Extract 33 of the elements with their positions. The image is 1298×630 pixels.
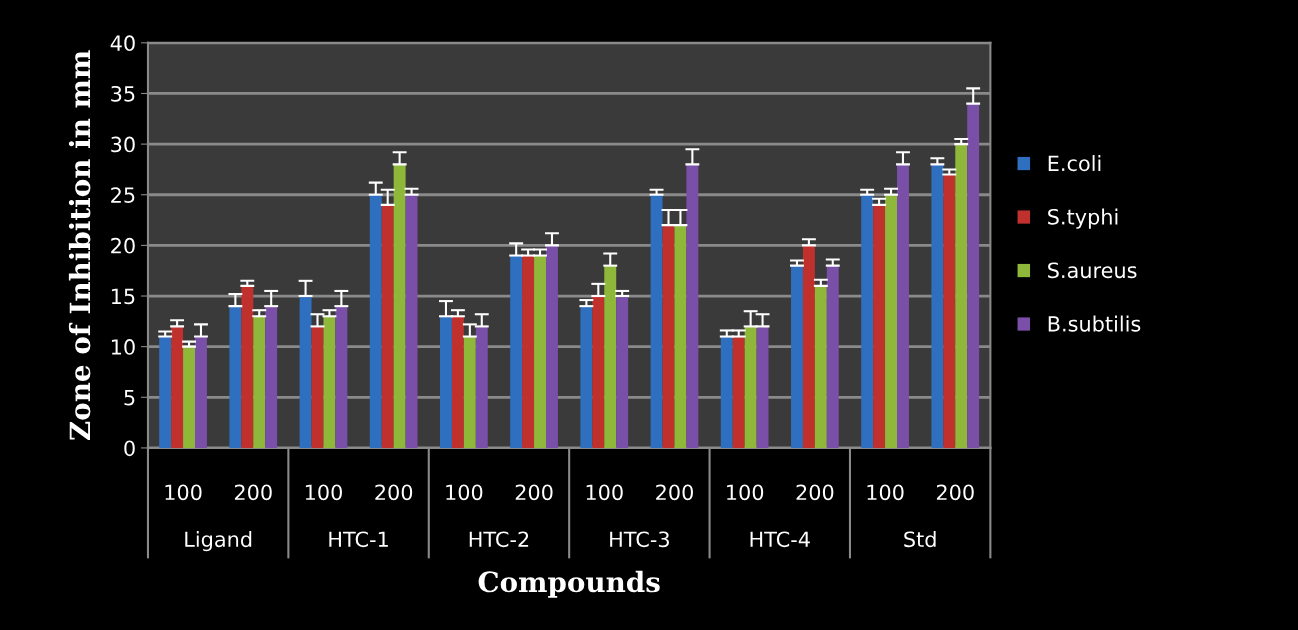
x-tick-label: 100 [165, 484, 202, 501]
y-tick-label: 10 [111, 339, 135, 355]
text: HTC-2 [469, 531, 529, 548]
text: HTC-3 [610, 531, 669, 548]
legend-label: B.subtilis [1048, 315, 1141, 332]
x-tick-label: 200 [375, 484, 413, 501]
x-tick-label: 100 [446, 484, 483, 501]
y-tick-label: 15 [111, 288, 135, 305]
y-tick-label: 40 [110, 35, 135, 52]
text: HTC-1 [329, 531, 388, 548]
x-tick-label: 200 [515, 484, 553, 501]
text: HTC-4 [750, 531, 810, 548]
x-axis-title: Compounds [478, 570, 660, 598]
text: Ligand [185, 531, 252, 552]
text: Std [904, 531, 936, 548]
legend-label: E.coli [1048, 155, 1101, 172]
y-tick-label: 25 [111, 187, 135, 203]
x-tick-label: 200 [936, 484, 974, 501]
x-tick-label: 100 [586, 484, 623, 501]
legend-label: S.aureus [1048, 262, 1137, 279]
x-tick-label: 200 [796, 484, 834, 501]
y-tick-label: 30 [111, 136, 135, 153]
x-tick-label: 100 [305, 484, 342, 501]
x-tick-label: 100 [727, 484, 764, 501]
y-axis-title: Zone of Inhibition in mm [68, 50, 91, 441]
y-tick-label: 20 [111, 237, 135, 254]
x-tick-label: 200 [234, 484, 272, 501]
legend-label: S.typhi [1048, 208, 1118, 229]
x-tick-label: 100 [867, 484, 904, 501]
x-tick-label: 200 [656, 484, 693, 501]
y-tick-label: 35 [111, 85, 135, 102]
y-tick-label: 0 [124, 440, 135, 457]
y-tick-label: 5 [124, 390, 135, 406]
